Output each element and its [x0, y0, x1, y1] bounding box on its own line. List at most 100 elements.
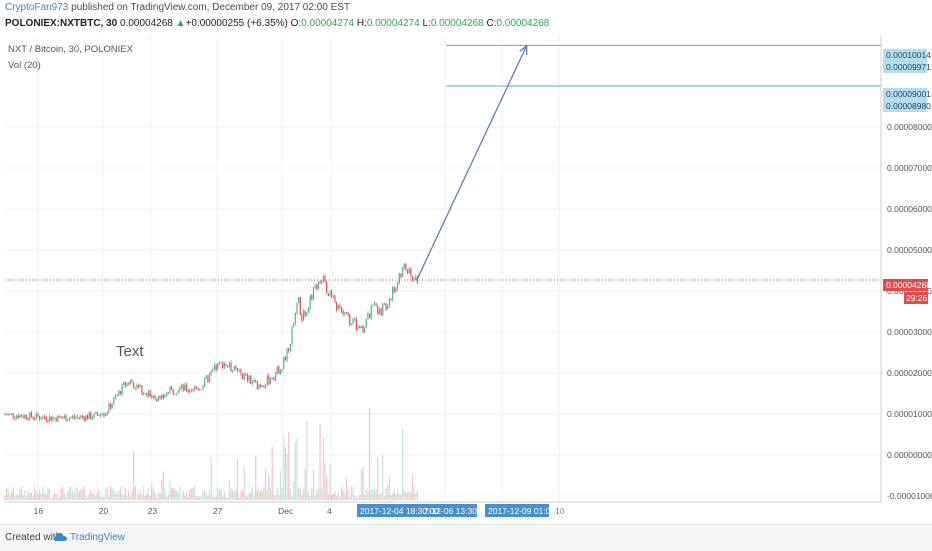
volume-bar: [24, 490, 26, 500]
volume-legend[interactable]: Vol (20): [8, 60, 41, 71]
volume-bar: [396, 488, 399, 500]
volume-bar: [245, 495, 247, 500]
volume-bar: [73, 493, 75, 500]
volume-bar: [118, 490, 120, 500]
plot-area[interactable]: [5, 36, 881, 502]
volume-bar: [12, 486, 14, 500]
candle-body: [45, 417, 47, 421]
volume-bar: [136, 497, 138, 500]
candle-body: [169, 387, 171, 394]
volume-bar: [217, 487, 219, 500]
volume-bar: [286, 453, 288, 500]
candle-body: [72, 416, 74, 418]
candle-body: [296, 302, 298, 313]
candle-body: [48, 416, 51, 422]
volume-bar: [271, 446, 273, 500]
candle-body: [314, 285, 316, 288]
volume-bar: [322, 437, 324, 500]
volume-bar: [269, 487, 272, 500]
volume-bar: [279, 470, 282, 500]
candle-body: [184, 384, 186, 391]
volume-bar: [342, 490, 344, 500]
candle-body: [73, 416, 75, 418]
volume-bar: [230, 488, 232, 500]
footer-bar: Created with TradingView: [0, 524, 932, 551]
volume-bar: [189, 488, 191, 500]
volume-bar: [6, 487, 8, 500]
candle-body: [269, 377, 272, 384]
candle-body: [250, 376, 252, 384]
hline1-label-bottom: 0.00009971: [886, 62, 931, 72]
volume-bar: [187, 497, 189, 500]
volume-bar: [289, 488, 291, 500]
candle-body: [360, 325, 362, 328]
volume-bar: [124, 488, 127, 500]
volume-bar: [60, 488, 62, 500]
price-chart[interactable]: Text NXT / Bitcoin, 30, POLONIEX Vol (20…: [0, 0, 932, 524]
candle-body: [53, 417, 56, 419]
candle-body: [9, 413, 11, 415]
candle-body: [411, 276, 414, 281]
candle-body: [175, 393, 178, 395]
candle-body: [195, 386, 197, 389]
candle-body: [60, 416, 62, 419]
symbol-name[interactable]: POLONIEX:NXTBTC, 30: [5, 18, 118, 29]
time-tick-label: 4: [327, 506, 332, 516]
candle-body: [293, 322, 295, 327]
volume-bar: [378, 494, 381, 500]
time-axis-ticks[interactable]: 16 20 23 27 Dec 4 18: [34, 506, 565, 516]
arrow-tool[interactable]: [416, 45, 528, 279]
candle-body: [393, 287, 395, 292]
candle-body: [134, 387, 136, 389]
volume-bar: [373, 487, 376, 500]
volume-bar: [227, 497, 229, 500]
volume-bar: [42, 486, 44, 500]
volume-bar: [85, 495, 87, 500]
volume-bar: [335, 496, 338, 500]
volume-bar: [149, 494, 151, 500]
candle-body: [187, 390, 189, 392]
volume-bar: [241, 490, 244, 500]
volume-bar: [401, 428, 404, 500]
tradingview-link[interactable]: TradingView: [70, 532, 126, 543]
candle-body: [202, 385, 204, 390]
candle-body: [14, 417, 16, 419]
candle-body: [207, 376, 209, 382]
volume-bar: [105, 489, 107, 500]
text-annotation[interactable]: Text: [116, 343, 144, 360]
candle-body: [255, 379, 257, 382]
series-legend[interactable]: NXT / Bitcoin, 30, POLONIEX: [8, 44, 134, 55]
volume-bar: [309, 496, 311, 500]
volume-bar: [340, 486, 343, 500]
candle-body: [271, 377, 273, 379]
tradingview-cloud-icon: [53, 533, 67, 541]
volume-bar: [202, 490, 204, 500]
volume-bar: [207, 495, 209, 500]
candle-body: [289, 343, 291, 351]
candle-body: [10, 413, 13, 415]
volume-bar: [19, 488, 21, 500]
candle-body: [337, 305, 339, 310]
candle-body: [133, 382, 135, 388]
candle-body: [29, 412, 31, 420]
candle-body: [40, 418, 42, 420]
volume-bar: [273, 495, 275, 500]
candle-body: [294, 312, 296, 323]
volume-bar: [266, 489, 268, 500]
candle-body: [377, 306, 379, 315]
price-axis-ticks[interactable]: -0.00001000 0.00000000 0.00001000 0.0000200…: [887, 122, 932, 501]
author-link[interactable]: CryptoFan973: [5, 2, 69, 13]
candle-body: [278, 366, 280, 374]
volume-bar: [43, 492, 46, 500]
time-marker-box: [357, 504, 477, 517]
candle-body: [190, 390, 193, 392]
candle-body: [212, 370, 214, 372]
candle-body: [144, 393, 146, 395]
volume-bar: [314, 496, 316, 500]
volume-bar: [106, 486, 108, 500]
candle-body: [83, 416, 85, 421]
volume-bar: [192, 487, 194, 500]
volume-bar: [88, 493, 90, 500]
volume-bar: [100, 496, 102, 500]
candle-body: [147, 391, 150, 397]
